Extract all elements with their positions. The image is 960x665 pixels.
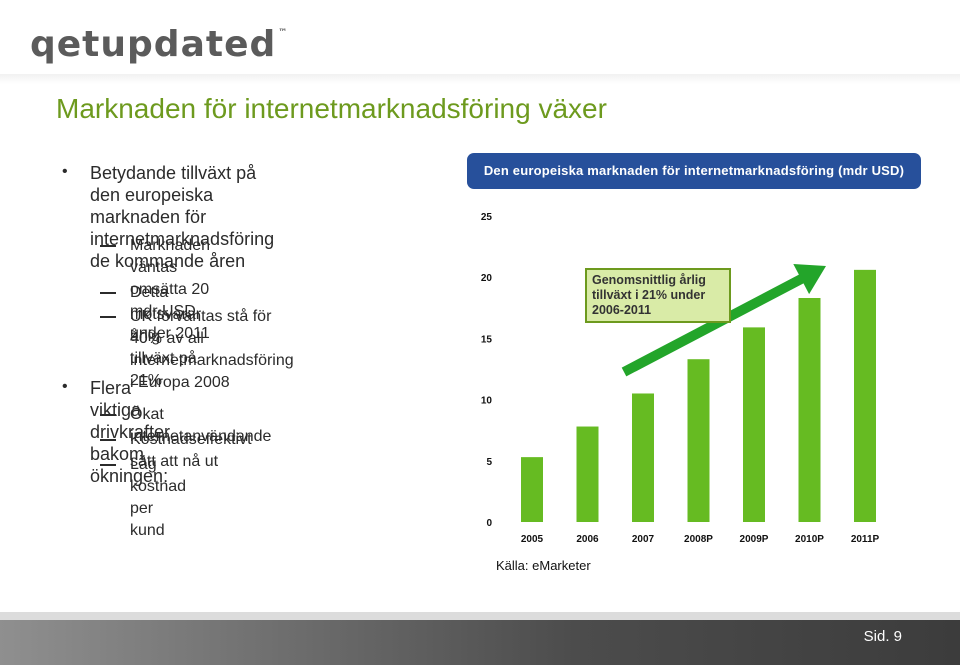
y-axis-ticks: 0 5 10 15 20 25 bbox=[481, 212, 493, 529]
footer-strip bbox=[0, 612, 960, 620]
footer bbox=[0, 620, 960, 665]
dash bbox=[100, 316, 116, 318]
x-tick-label: 2011P bbox=[851, 534, 880, 545]
growth-annotation: Genomsnittlig årlig tillväxt i 21% under… bbox=[585, 268, 731, 323]
bullet-text: Betydande tillväxt på den europeiska mar… bbox=[90, 163, 275, 271]
bullet-dot: • bbox=[62, 163, 68, 180]
sub-bullet-text: Marknaden väntas omsätta 20 mdr USD unde… bbox=[130, 237, 211, 342]
dash bbox=[100, 414, 116, 416]
x-tick-label: 2006 bbox=[576, 534, 599, 545]
dash bbox=[100, 464, 116, 466]
header-divider bbox=[0, 74, 960, 84]
x-tick-label: 2007 bbox=[632, 534, 655, 545]
sub-bullet-text: Kostnadseffektivt sätt att nå ut bbox=[130, 431, 252, 470]
sub-bullet-text: Ökat internetanvändande bbox=[130, 406, 272, 445]
sub-bullet-text: UK förväntas stå för 40% av all internet… bbox=[130, 308, 294, 391]
page-number: Sid. 9 bbox=[863, 628, 902, 645]
logo: qetupdated ™ bbox=[30, 24, 289, 65]
x-axis-ticks: 2005 2006 2007 2008P 2009P 2010P 2011P bbox=[521, 534, 880, 545]
bullet-text: Flera viktiga drivkrafter bakom ökningen… bbox=[90, 378, 171, 486]
bar-2010P bbox=[798, 298, 821, 522]
y-tick-label: 15 bbox=[481, 334, 493, 345]
x-tick-label: 2010P bbox=[795, 534, 824, 545]
page-title: Marknaden för internetmarknadsföring väx… bbox=[56, 93, 607, 124]
bar-2011P bbox=[854, 269, 876, 522]
y-tick-label: 10 bbox=[481, 396, 493, 407]
y-tick-label: 25 bbox=[481, 212, 493, 223]
x-tick-label: 2009P bbox=[740, 534, 769, 545]
dash bbox=[100, 292, 116, 294]
bar-2006 bbox=[576, 426, 599, 522]
bullet-dot: • bbox=[62, 378, 68, 395]
y-tick-label: 0 bbox=[486, 518, 492, 529]
y-tick-label: 5 bbox=[486, 457, 492, 468]
x-tick-label: 2008P bbox=[684, 534, 713, 545]
dash bbox=[100, 439, 116, 441]
sub-bullet-text: Detta motsvarar årlig tillväxt på 21% bbox=[130, 284, 202, 389]
x-tick-label: 2005 bbox=[521, 534, 544, 545]
bar-2007 bbox=[632, 393, 654, 522]
dash bbox=[100, 245, 116, 247]
chart-title: Den europeiska marknaden för internetmar… bbox=[467, 153, 921, 189]
bar-2005 bbox=[521, 457, 543, 522]
bar-2009P bbox=[743, 327, 765, 522]
y-tick-label: 20 bbox=[481, 273, 493, 284]
bar-2008P bbox=[687, 359, 710, 522]
bars bbox=[521, 269, 876, 522]
chart-source: Källa: eMarketer bbox=[496, 558, 591, 573]
sub-bullet-text: Låg kostnad per kund bbox=[130, 456, 187, 539]
